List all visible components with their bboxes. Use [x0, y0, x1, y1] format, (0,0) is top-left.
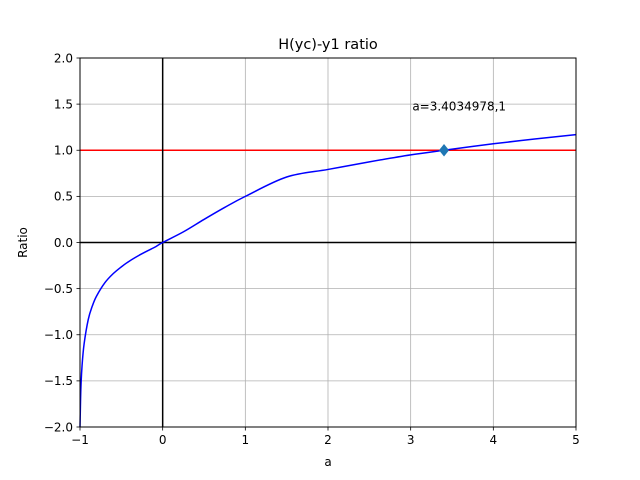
- series-line-0: [79, 133, 577, 428]
- chart-title: H(yc)-y1 ratio: [278, 37, 378, 53]
- x-tick-label: 5: [572, 433, 580, 447]
- y-tick-label: −1.5: [44, 374, 73, 388]
- marker-annotation: a=3.4034978,1: [412, 100, 506, 114]
- y-tick-label: 1.5: [54, 97, 73, 111]
- marker-layer: [438, 143, 450, 157]
- x-tick-label: −1: [71, 433, 89, 447]
- x-tick-label: 4: [490, 433, 498, 447]
- series-layer: [79, 133, 577, 428]
- x-tick-label: 3: [407, 433, 415, 447]
- y-tick-label: −2.0: [44, 420, 73, 434]
- x-tick-label: 1: [242, 433, 250, 447]
- y-tick-label: 0.0: [54, 236, 73, 250]
- y-tick-label: −1.0: [44, 328, 73, 342]
- y-tick-label: 2.0: [54, 51, 73, 65]
- x-tick-label: 2: [324, 433, 332, 447]
- x-axis-label: a: [324, 455, 331, 469]
- intersection-marker: [438, 143, 450, 157]
- y-tick-label: 0.5: [54, 190, 73, 204]
- y-tick-label: 1.0: [54, 144, 73, 158]
- y-tick-label: −0.5: [44, 282, 73, 296]
- ticks: −1 0 1 2 3 4 5 −2.0 −1.5 −1.0 −0.5 0.0 0.5 1.0 1.5 2.0: [44, 51, 580, 447]
- y-axis-label: Ratio: [16, 227, 30, 258]
- x-tick-label: 0: [159, 433, 167, 447]
